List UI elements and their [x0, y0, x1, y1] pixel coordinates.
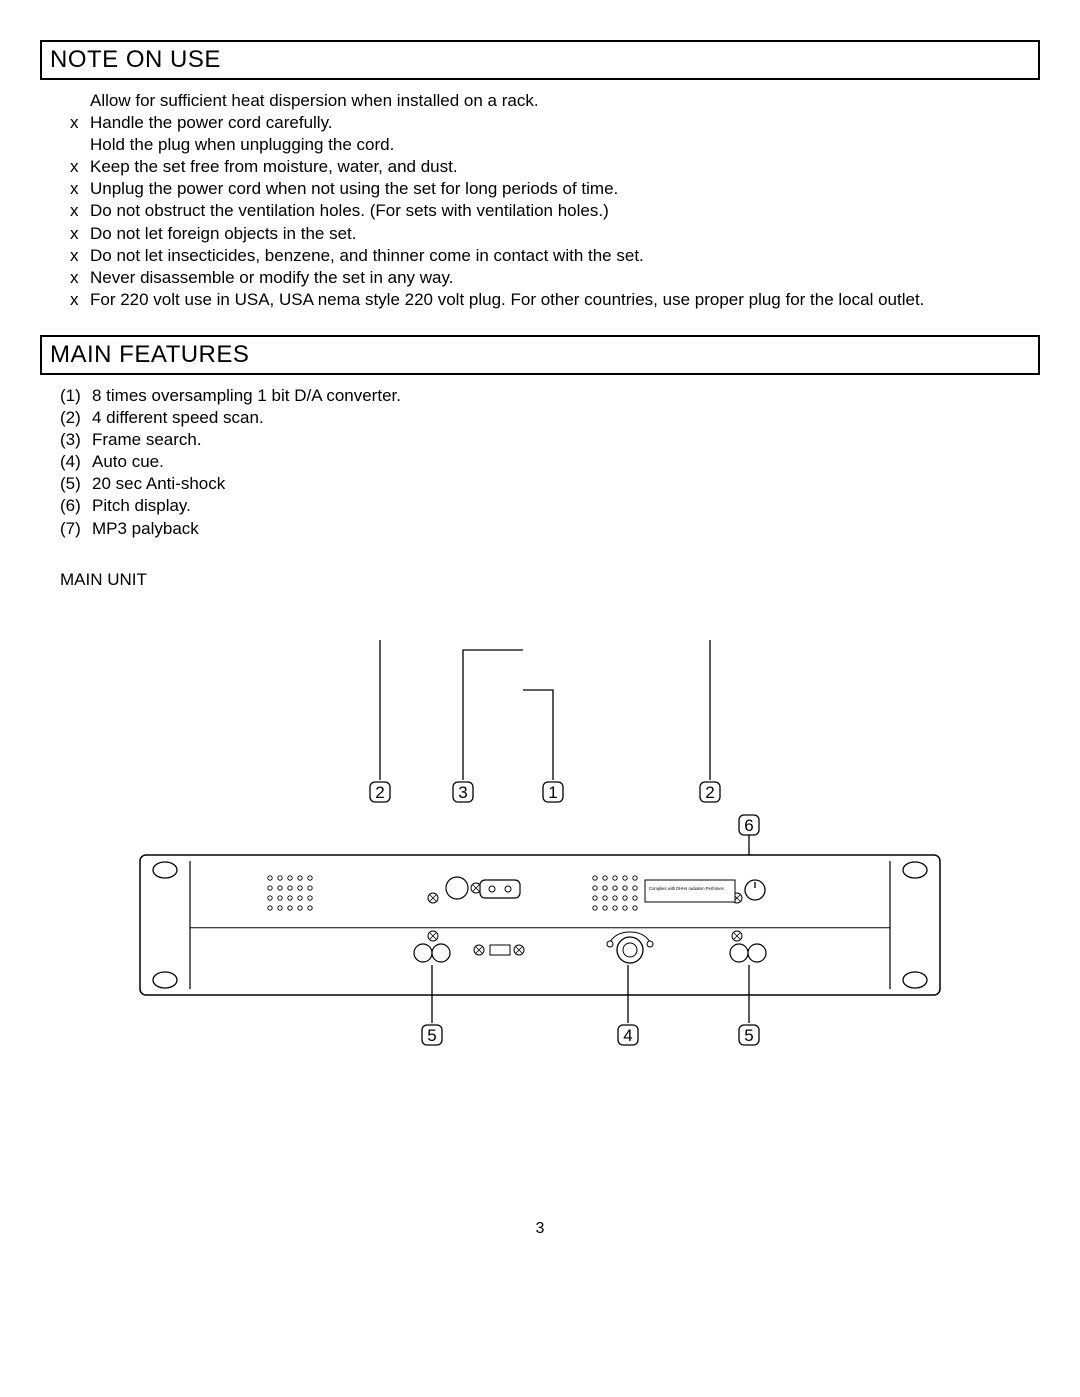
feature-number: (2) [60, 407, 92, 429]
bullet-marker [70, 134, 90, 156]
bullet-marker: x [70, 156, 90, 178]
main-unit-diagram: 2 3 1 2 6 Complies with DHHs radiation Perfom… [40, 610, 1040, 1090]
svg-text:2: 2 [705, 783, 714, 802]
bullet-marker: x [70, 289, 90, 311]
feature-item: (7)MP3 palyback [60, 518, 1040, 540]
feature-item: (4)Auto cue. [60, 451, 1040, 473]
note-item: Allow for sufficient heat dispersion whe… [70, 90, 1040, 112]
bullet-marker: x [70, 112, 90, 134]
note-item: xFor 220 volt use in USA, USA nema style… [70, 289, 1040, 311]
feature-number: (4) [60, 451, 92, 473]
bullet-text: Do not obstruct the ventilation holes. (… [90, 200, 1040, 222]
bullet-text: For 220 volt use in USA, USA nema style … [90, 289, 1040, 311]
note-item: xNever disassemble or modify the set in … [70, 267, 1040, 289]
feature-item: (1)8 times oversampling 1 bit D/A conver… [60, 385, 1040, 407]
feature-item: (6)Pitch display. [60, 495, 1040, 517]
feature-number: (3) [60, 429, 92, 451]
svg-text:5: 5 [744, 1026, 753, 1045]
main-features-list: (1)8 times oversampling 1 bit D/A conver… [40, 385, 1040, 540]
main-features-heading: MAIN FEATURES [40, 335, 1040, 375]
bullet-text: Never disassemble or modify the set in a… [90, 267, 1040, 289]
note-item: xKeep the set free from moisture, water,… [70, 156, 1040, 178]
note-on-use-heading: NOTE ON USE [40, 40, 1040, 80]
bullet-marker: x [70, 200, 90, 222]
bullet-text: Allow for sufficient heat dispersion whe… [90, 90, 1040, 112]
note-on-use-list: Allow for sufficient heat dispersion whe… [40, 90, 1040, 311]
svg-text:1: 1 [548, 783, 557, 802]
svg-text:2: 2 [375, 783, 384, 802]
page-number: 3 [40, 1220, 1040, 1238]
note-item: xDo not obstruct the ventilation holes. … [70, 200, 1040, 222]
feature-number: (1) [60, 385, 92, 407]
feature-number: (7) [60, 518, 92, 540]
bullet-marker: x [70, 223, 90, 245]
svg-text:4: 4 [623, 1026, 632, 1045]
feature-text: 20 sec Anti-shock [92, 473, 225, 495]
bullet-text: Handle the power cord carefully. [90, 112, 1040, 134]
feature-number: (5) [60, 473, 92, 495]
feature-text: Auto cue. [92, 451, 164, 473]
svg-text:3: 3 [458, 783, 467, 802]
feature-text: Pitch display. [92, 495, 191, 517]
svg-text:Complies with DHHs radiation P: Complies with DHHs radiation Perfomes [649, 886, 724, 891]
main-unit-subheading: MAIN UNIT [40, 570, 1040, 590]
feature-text: MP3 palyback [92, 518, 199, 540]
note-item: xDo not let insecticides, benzene, and t… [70, 245, 1040, 267]
feature-item: (3)Frame search. [60, 429, 1040, 451]
bullet-text: Hold the plug when unplugging the cord. [90, 134, 1040, 156]
bullet-marker: x [70, 245, 90, 267]
bullet-marker: x [70, 267, 90, 289]
bullet-marker: x [70, 178, 90, 200]
svg-text:5: 5 [427, 1026, 436, 1045]
feature-text: 8 times oversampling 1 bit D/A converter… [92, 385, 401, 407]
note-item: xDo not let foreign objects in the set. [70, 223, 1040, 245]
bullet-text: Do not let insecticides, benzene, and th… [90, 245, 1040, 267]
feature-number: (6) [60, 495, 92, 517]
bullet-text: Do not let foreign objects in the set. [90, 223, 1040, 245]
feature-text: 4 different speed scan. [92, 407, 264, 429]
feature-item: (5)20 sec Anti-shock [60, 473, 1040, 495]
bullet-text: Unplug the power cord when not using the… [90, 178, 1040, 200]
note-item: xHandle the power cord carefully. [70, 112, 1040, 134]
note-item: xUnplug the power cord when not using th… [70, 178, 1040, 200]
feature-item: (2)4 different speed scan. [60, 407, 1040, 429]
note-item: Hold the plug when unplugging the cord. [70, 134, 1040, 156]
bullet-marker [70, 90, 90, 112]
feature-text: Frame search. [92, 429, 202, 451]
bullet-text: Keep the set free from moisture, water, … [90, 156, 1040, 178]
svg-text:6: 6 [744, 816, 753, 835]
